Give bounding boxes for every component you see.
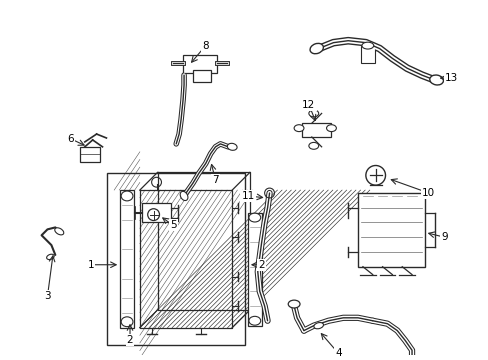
Ellipse shape xyxy=(326,125,336,132)
Ellipse shape xyxy=(308,110,318,117)
Bar xyxy=(183,55,217,73)
Ellipse shape xyxy=(429,75,443,85)
Ellipse shape xyxy=(121,191,133,201)
Ellipse shape xyxy=(248,316,260,325)
Ellipse shape xyxy=(308,143,318,149)
Ellipse shape xyxy=(309,43,323,54)
Bar xyxy=(357,193,424,267)
Text: 4: 4 xyxy=(334,348,341,358)
Text: 6: 6 xyxy=(68,134,74,144)
Text: 13: 13 xyxy=(444,73,457,83)
Bar xyxy=(107,174,244,345)
Bar xyxy=(247,213,261,326)
Ellipse shape xyxy=(121,317,133,327)
Bar xyxy=(192,70,210,82)
Ellipse shape xyxy=(287,300,300,308)
Bar xyxy=(302,123,331,137)
Text: 11: 11 xyxy=(241,191,254,201)
Ellipse shape xyxy=(361,42,373,49)
Text: 7: 7 xyxy=(212,175,218,185)
Text: 5: 5 xyxy=(170,220,176,230)
Bar xyxy=(120,190,134,328)
Ellipse shape xyxy=(248,213,260,222)
Text: 2: 2 xyxy=(258,260,264,270)
Ellipse shape xyxy=(180,192,187,201)
Ellipse shape xyxy=(293,125,304,132)
Ellipse shape xyxy=(227,143,237,150)
Text: 12: 12 xyxy=(302,100,315,109)
Bar xyxy=(360,46,374,63)
Text: 3: 3 xyxy=(44,291,51,301)
Ellipse shape xyxy=(46,254,54,260)
Text: 9: 9 xyxy=(440,232,447,242)
Ellipse shape xyxy=(55,228,63,235)
Text: 10: 10 xyxy=(421,188,434,198)
Text: 1: 1 xyxy=(87,260,94,270)
Ellipse shape xyxy=(313,323,323,329)
Bar xyxy=(142,203,171,222)
Bar xyxy=(80,147,100,162)
Text: 8: 8 xyxy=(202,41,208,51)
Text: 2: 2 xyxy=(126,336,133,345)
